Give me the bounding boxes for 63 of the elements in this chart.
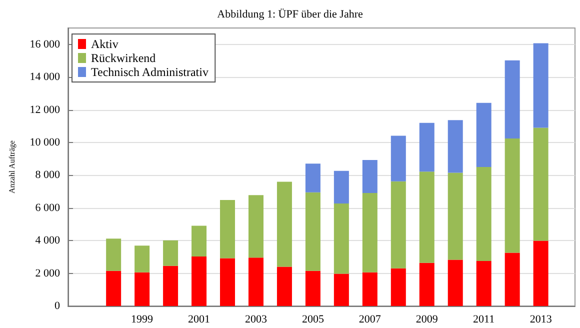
bar <box>390 136 406 182</box>
bar <box>448 172 463 260</box>
x-tick-label: 2005 <box>302 314 324 326</box>
y-tick-label: 4 000 <box>35 234 60 247</box>
legend-label: Technisch Administrativ <box>91 65 208 79</box>
y-tick-label: 16 000 <box>30 38 60 50</box>
bar <box>334 274 349 306</box>
bar <box>276 182 292 267</box>
legend-label: Rückwirkend <box>91 51 156 65</box>
x-tick-label: 2013 <box>530 314 552 326</box>
legend-label: Aktiv <box>91 37 118 51</box>
bar <box>163 266 178 306</box>
bar <box>390 181 406 268</box>
x-tick-label: 1999 <box>131 314 154 326</box>
x-tick-label: 2003 <box>244 314 268 326</box>
x-tick-label: 2009 <box>416 314 438 326</box>
bar <box>362 160 378 193</box>
bar <box>305 192 320 271</box>
y-tick-label: 6 000 <box>35 202 60 214</box>
y-tick-label: 10 000 <box>30 136 60 148</box>
bar <box>504 252 520 306</box>
x-tick-label: 2001 <box>188 314 210 326</box>
bar <box>305 164 320 192</box>
bar <box>134 272 150 306</box>
bar <box>248 258 264 306</box>
bar <box>163 240 178 266</box>
bar <box>504 60 520 139</box>
bar <box>476 261 492 306</box>
bar <box>476 167 492 262</box>
bar <box>276 266 292 306</box>
y-tick-label: 14 000 <box>30 71 60 84</box>
y-tick-label: 2 000 <box>35 267 60 280</box>
bar <box>134 246 150 272</box>
bar <box>305 270 320 306</box>
bar <box>192 256 207 306</box>
bar <box>419 122 434 172</box>
bar <box>419 262 434 306</box>
bar <box>390 268 406 306</box>
bar <box>504 138 520 253</box>
bar <box>106 238 122 271</box>
chart-title: Abbildung 1: ÜPF über die Jahre <box>217 8 363 20</box>
bar <box>533 240 548 306</box>
y-axis-title: Anzahl Aufträge <box>8 140 16 194</box>
bar <box>476 102 492 167</box>
bar <box>533 128 548 241</box>
x-tick-label: 2007 <box>358 314 382 326</box>
bar <box>448 260 463 306</box>
bar <box>362 272 378 306</box>
x-tick-label: 2011 <box>473 314 495 326</box>
bar <box>106 270 122 306</box>
bar <box>248 195 264 258</box>
bar <box>448 120 463 173</box>
bar <box>220 200 236 258</box>
bar <box>419 172 434 263</box>
y-tick-label: 0 <box>54 300 60 312</box>
bar <box>192 226 207 256</box>
bar <box>362 193 378 272</box>
bar <box>220 258 236 306</box>
bar <box>334 203 349 274</box>
bar <box>533 43 548 128</box>
bar <box>334 170 349 204</box>
y-tick-label: 8 000 <box>35 169 60 182</box>
y-tick-label: 12 000 <box>30 104 60 116</box>
